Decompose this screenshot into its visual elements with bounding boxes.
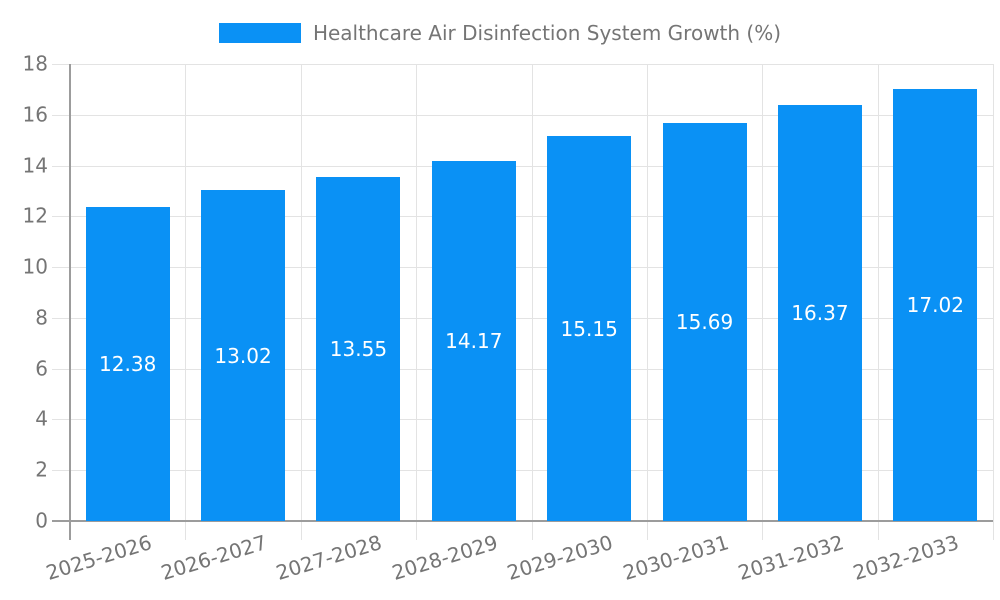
x-axis-line xyxy=(52,520,993,522)
bar-2030-2031[interactable] xyxy=(662,122,747,521)
bar-value-label: 15.15 xyxy=(560,316,618,341)
x-tick-label: 2030-2031 xyxy=(619,530,731,585)
bar-2028-2029[interactable] xyxy=(431,161,516,521)
y-tick-label: 14 xyxy=(22,153,48,178)
gridline-horizontal xyxy=(52,64,993,65)
bar-value-label: 17.02 xyxy=(906,292,964,317)
gridline-horizontal xyxy=(52,317,993,319)
legend-swatch xyxy=(218,23,301,43)
gridline-vertical xyxy=(877,64,879,540)
gridline-vertical xyxy=(993,64,994,540)
y-tick-label: 2 xyxy=(35,457,48,482)
bar-value-label: 15.69 xyxy=(675,309,734,334)
bar-2025-2026[interactable] xyxy=(85,206,170,521)
y-tick-label: 18 xyxy=(22,51,48,76)
gridline-vertical xyxy=(300,64,302,540)
bar-value-label: 14.17 xyxy=(445,329,503,354)
gridline-horizontal xyxy=(52,470,993,472)
gridline-vertical xyxy=(646,64,648,540)
gridline-vertical xyxy=(531,64,533,540)
gridline-horizontal xyxy=(52,267,993,269)
legend[interactable]: Healthcare Air Disinfection System Growt… xyxy=(0,20,1000,46)
bar-2031-2032[interactable] xyxy=(777,105,862,521)
x-tick-label: 2027-2028 xyxy=(273,530,385,585)
bar-value-label: 16.37 xyxy=(791,301,849,326)
bar-value-label: 13.02 xyxy=(214,343,272,368)
bar-2027-2028[interactable] xyxy=(316,176,401,521)
x-tick-label: 2031-2032 xyxy=(735,530,847,585)
legend-title: Healthcare Air Disinfection System Growt… xyxy=(312,21,782,45)
bar-2026-2027[interactable] xyxy=(201,190,286,521)
y-tick-label: 6 xyxy=(35,356,48,381)
gridline-vertical xyxy=(185,64,187,540)
x-tick-label: 2025-2026 xyxy=(42,530,155,585)
y-axis-line xyxy=(69,64,71,540)
bar-2029-2030[interactable] xyxy=(547,136,632,521)
gridline-horizontal xyxy=(52,216,993,218)
gridline-horizontal xyxy=(52,368,993,370)
gridline-horizontal xyxy=(52,165,993,167)
gridline-horizontal xyxy=(52,419,993,421)
gridline-vertical xyxy=(416,64,418,540)
x-tick-label: 2028-2029 xyxy=(388,530,501,585)
x-tick-label: 2029-2030 xyxy=(504,530,616,585)
y-tick-label: 0 xyxy=(35,508,48,533)
y-tick-label: 8 xyxy=(35,305,48,330)
x-tick-label: 2026-2027 xyxy=(158,530,270,585)
gridline-vertical xyxy=(762,64,764,540)
y-tick-label: 12 xyxy=(22,203,48,228)
bar-value-label: 12.38 xyxy=(99,351,157,376)
gridline-horizontal xyxy=(52,114,993,116)
y-tick-label: 4 xyxy=(35,407,48,432)
y-tick-label: 16 xyxy=(22,102,48,127)
y-tick-label: 10 xyxy=(22,254,48,279)
bar-2032-2033[interactable] xyxy=(893,88,978,521)
x-tick-label: 2032-2033 xyxy=(850,530,962,585)
bar-value-label: 13.55 xyxy=(329,336,388,361)
